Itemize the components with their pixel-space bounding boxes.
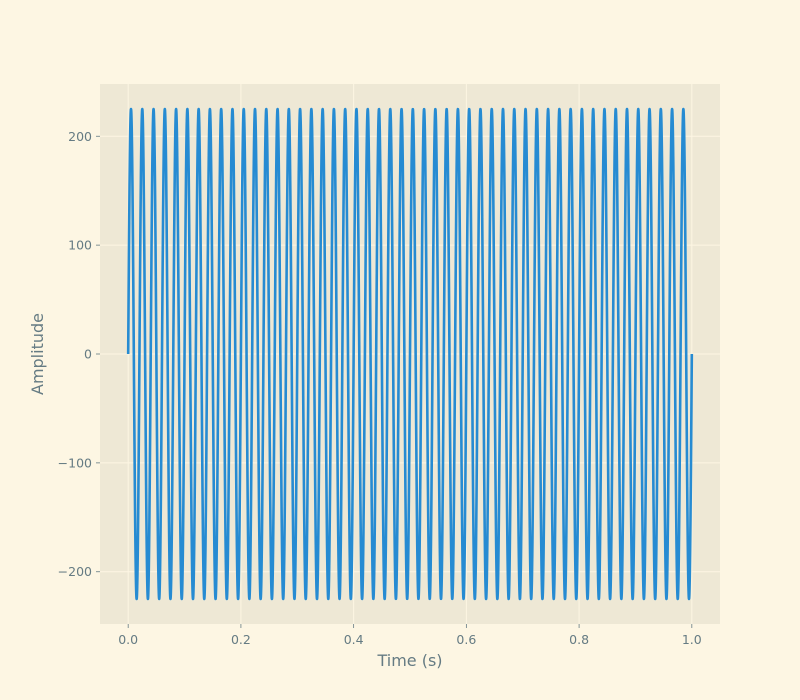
x-tick-label: 0.6: [456, 632, 476, 647]
y-axis-label: Amplitude: [28, 313, 47, 395]
x-tick-label: 0.0: [118, 632, 138, 647]
plot-clip-region: [126, 107, 694, 601]
x-axis-ticks: 0.0 0.2 0.4 0.6 0.8 1.0: [118, 624, 702, 647]
x-tick-label: 1.0: [682, 632, 702, 647]
y-tick-label: 200: [68, 129, 92, 144]
x-tick-label: 0.8: [569, 632, 589, 647]
y-tick-label: −100: [58, 455, 92, 470]
y-tick-label: 0: [84, 347, 92, 362]
y-axis-ticks: −200 −100 0 100 200: [58, 129, 100, 579]
series-line: [126, 107, 694, 601]
x-tick-label: 0.2: [231, 632, 251, 647]
y-tick-label: −200: [58, 564, 92, 579]
x-axis-label: Time (s): [376, 651, 442, 670]
y-tick-label: 100: [68, 238, 92, 253]
x-tick-label: 0.4: [344, 632, 364, 647]
